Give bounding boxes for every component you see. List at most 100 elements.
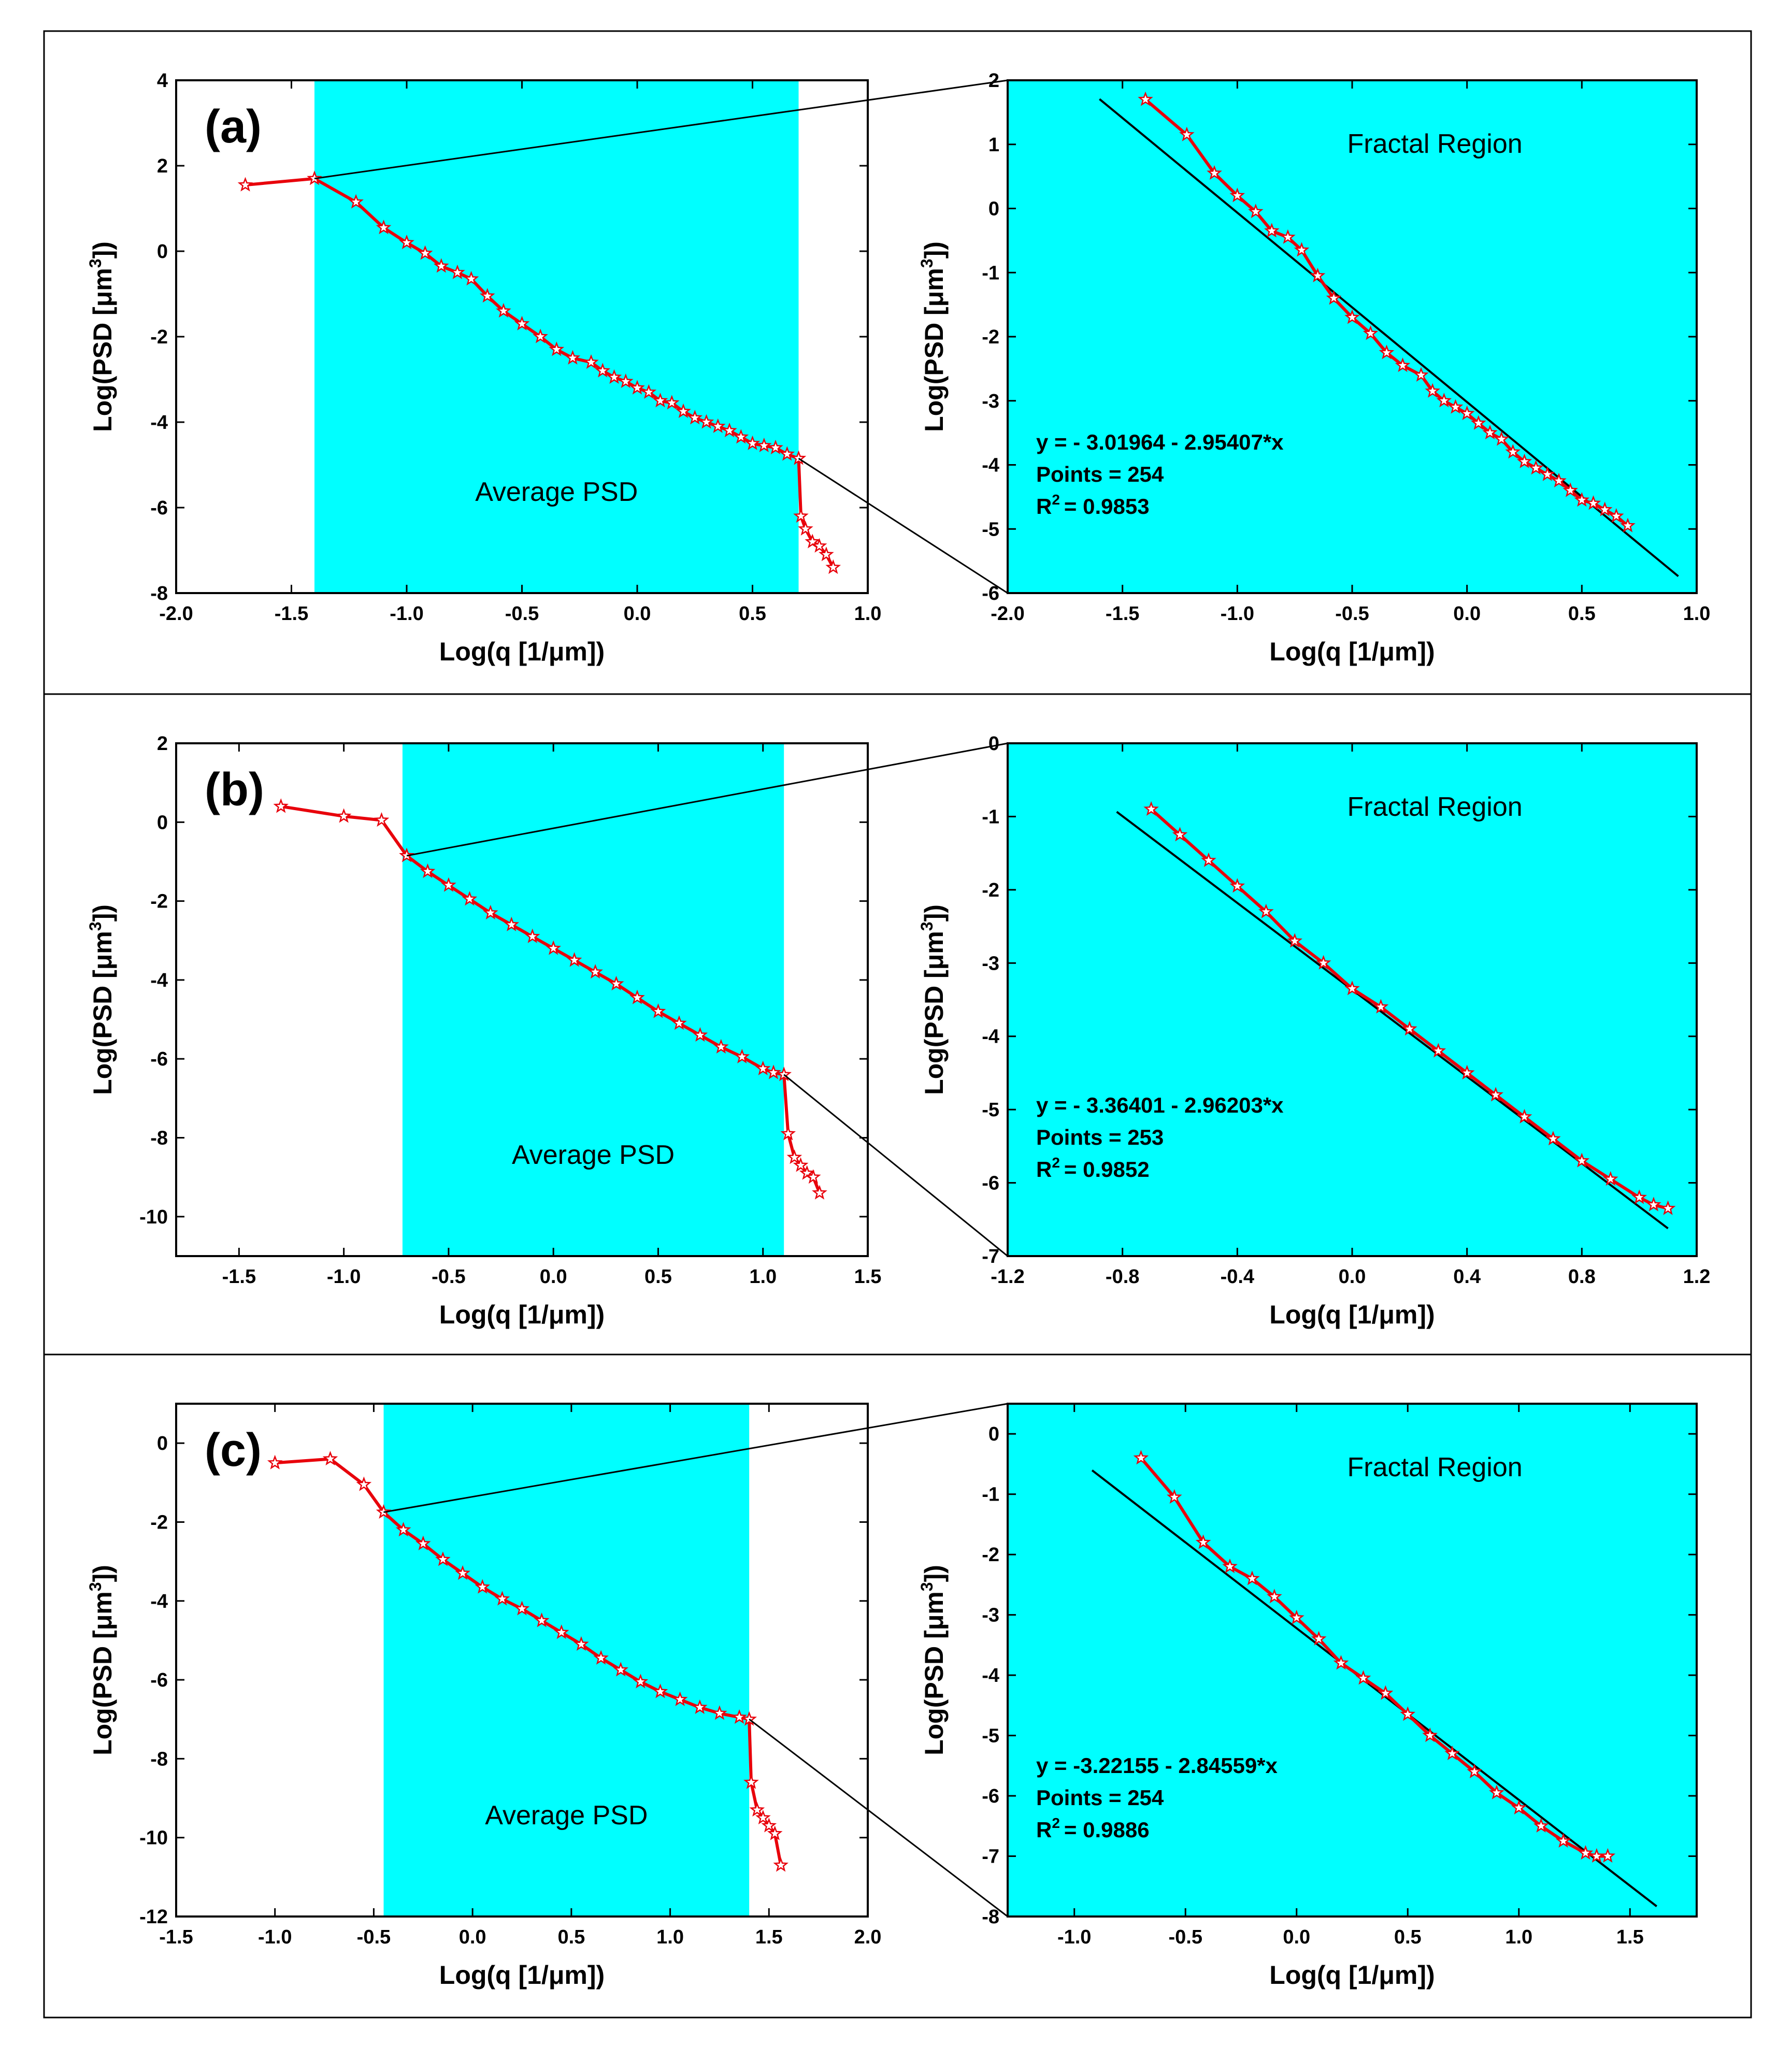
axes-frame	[175, 742, 869, 1257]
data-point	[435, 1551, 451, 1566]
x-tick-label: -0.8	[1106, 1266, 1139, 1288]
data-point	[395, 1522, 411, 1537]
data-point	[650, 1003, 666, 1018]
y-tick-label: -2	[150, 1511, 168, 1533]
data-point	[1482, 425, 1498, 440]
data-point	[433, 258, 449, 273]
data-point	[1562, 482, 1578, 497]
fractal-region-label: Fractal Region	[1347, 792, 1523, 822]
fit-r-squared: R2 = 0.9853	[1036, 492, 1150, 518]
data-point	[587, 964, 603, 979]
x-tick-label: 0.0	[540, 1266, 567, 1288]
data-point	[1229, 878, 1245, 893]
data-point	[734, 1048, 750, 1063]
y-axis-title-end: ])	[920, 1565, 949, 1582]
data-point	[1660, 1200, 1676, 1215]
panel-label: (c)	[205, 1424, 262, 1476]
y-axis-title-end: ])	[88, 241, 117, 258]
x-tick-label: -1.0	[327, 1266, 361, 1288]
x-tick-label: -0.4	[1221, 1266, 1254, 1288]
data-point	[613, 1662, 629, 1677]
data-point	[779, 446, 795, 461]
data-point	[1488, 1087, 1503, 1102]
data-point	[348, 194, 364, 209]
r-squared-sup: 2	[1052, 1155, 1060, 1171]
data-point	[1620, 517, 1636, 532]
y-tick-label: -4	[982, 1665, 999, 1687]
data-point	[767, 1825, 783, 1840]
data-point	[441, 877, 456, 892]
r-squared-sup: 2	[1052, 492, 1060, 508]
y-tick-label: -5	[982, 1099, 999, 1121]
data-point	[1574, 1152, 1590, 1168]
data-point	[1413, 367, 1429, 382]
y-tick-label: -2	[982, 326, 999, 348]
x-tick-label: -0.5	[1168, 1926, 1202, 1948]
data-point	[671, 1015, 687, 1030]
x-tick-label: 1.0	[1683, 603, 1711, 625]
data-point	[1444, 1745, 1460, 1761]
data-point	[1248, 204, 1264, 219]
data-point	[1511, 1799, 1527, 1814]
data-point	[768, 439, 783, 455]
x-tick-label: 0.5	[644, 1266, 672, 1288]
fit-points: Points = 253	[1036, 1125, 1164, 1149]
fractal-region-plot: -1.2 -0.8 -0.4 0.0 0.4 0.8 1.2 -7 -6 -5 -4 -3 -2 -1 0 L…	[917, 733, 1710, 1329]
panel-c: -1.5 -1.0 -0.5 0.0 0.5 1.0 1.5 2.0-12-10-8-6-4-…	[86, 1403, 1698, 1990]
y-tick-label: 0	[988, 1423, 999, 1445]
data-point	[1207, 165, 1222, 180]
data-point	[797, 521, 813, 536]
data-line	[1140, 1457, 1608, 1858]
data-point	[549, 341, 565, 356]
data-point	[1578, 1845, 1594, 1860]
fractal-region-band	[402, 743, 784, 1256]
y-tick-label: 0	[157, 241, 168, 263]
data-point	[652, 393, 668, 408]
axes-frame	[175, 1403, 869, 1918]
r-squared-symbol: R	[1036, 494, 1052, 518]
data-point	[698, 414, 714, 429]
average-psd-label: Average PSD	[512, 1140, 675, 1170]
x-axis-title: Log(q [1/μm])	[439, 637, 605, 666]
data-point	[793, 1157, 809, 1172]
data-point	[1201, 852, 1216, 867]
x-tick-label: -1.5	[1106, 603, 1139, 625]
data-point	[1401, 1021, 1417, 1036]
data-point	[565, 350, 581, 365]
fractal-region-plot: -1.0 -0.5 0.0 0.5 1.0 1.5 -8 -7 -6 -5 -4 -3 -2 -1 0 Log…	[917, 1403, 1698, 1990]
y-axis-title-end: ])	[88, 1565, 117, 1582]
data-point	[1551, 472, 1567, 487]
data-point	[805, 1169, 821, 1184]
data-point	[1363, 325, 1379, 340]
data-point	[1459, 1064, 1475, 1079]
x-tick-label: -0.5	[1335, 603, 1369, 625]
data-point	[475, 1579, 490, 1594]
data-point	[791, 450, 807, 465]
fit-equation: y = - 3.36401 - 2.96203*x	[1036, 1093, 1284, 1117]
data-point	[786, 1149, 802, 1164]
r-squared-value: = 0.9852	[1064, 1157, 1150, 1182]
data-point	[741, 1711, 757, 1726]
data-point	[1311, 1631, 1327, 1646]
data-point	[608, 975, 624, 991]
y-axis-title-end: ])	[920, 241, 949, 258]
data-point	[496, 302, 511, 318]
data-line	[1150, 808, 1669, 1211]
axes-frame	[1007, 1403, 1698, 1918]
y-tick-label: -2	[982, 880, 999, 901]
data-point	[732, 1709, 747, 1724]
panel-a: -2.0 -1.5 -1.0 -0.5 0.0 0.5 1.0 -8 -6 -4 -2 0 2 4 Log(…	[86, 70, 1710, 666]
data-point	[1258, 903, 1274, 918]
data-point	[1143, 801, 1159, 816]
fractal-region-plot: -2.0 -1.5 -1.0 -0.5 0.0 0.5 1.0-6-5-4-3-2-1012…	[917, 70, 1710, 666]
data-point	[514, 1601, 530, 1616]
data-point	[692, 1699, 708, 1714]
data-point	[1533, 1818, 1549, 1833]
y-axis-title-main: Log(PSD [μm	[920, 268, 949, 432]
x-tick-label: 0.0	[1283, 1926, 1310, 1948]
data-point	[652, 1683, 668, 1698]
data-point	[1467, 1763, 1482, 1779]
fit-equation: y = - 3.01964 - 2.95407*x	[1036, 430, 1284, 454]
average-psd-label: Average PSD	[475, 477, 638, 507]
data-point	[566, 952, 582, 967]
